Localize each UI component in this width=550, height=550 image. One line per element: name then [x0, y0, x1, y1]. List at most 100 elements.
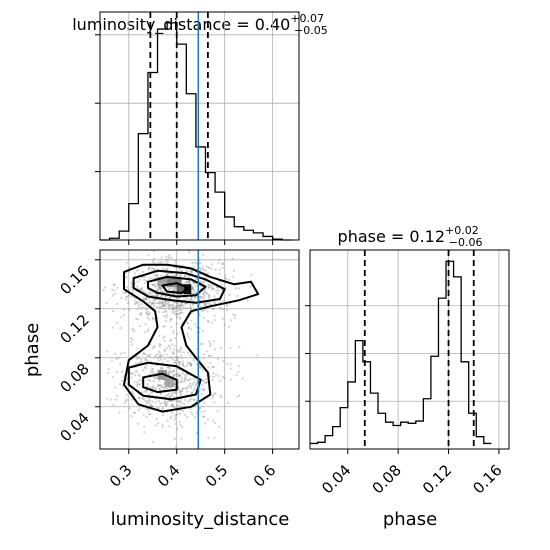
scatter-point [169, 396, 172, 399]
scatter-point [159, 352, 162, 355]
scatter-point [175, 315, 179, 319]
scatter-point [138, 382, 141, 386]
scatter-point [122, 291, 125, 294]
scatter-point [163, 339, 166, 342]
scatter-point [220, 396, 223, 399]
scatter-point [175, 322, 178, 325]
scatter-point [199, 262, 202, 265]
scatter-point [173, 370, 176, 373]
scatter-point [143, 278, 146, 281]
scatter-point [190, 384, 193, 387]
scatter-point [177, 387, 180, 390]
contour-level-5 [127, 361, 202, 401]
scatter-point [166, 400, 169, 403]
scatter-point [158, 310, 161, 313]
scatter-point [205, 381, 208, 384]
scatter-point [202, 290, 205, 294]
scatter-point [135, 269, 138, 272]
scatter-point [118, 411, 121, 414]
scatter-point [231, 275, 234, 278]
scatter-point [169, 356, 172, 359]
scatter-point [207, 296, 210, 300]
scatter-point [160, 287, 163, 290]
scatter-point [145, 312, 149, 315]
scatter-point [194, 383, 197, 386]
scatter-point [133, 381, 136, 384]
phase-ticks: 0.04 0.08 0.12 0.16 [318, 449, 506, 497]
scatter-point [154, 274, 158, 277]
scatter-point [187, 351, 190, 354]
contour-level-3 [147, 275, 207, 298]
scatter-point [143, 431, 146, 434]
scatter-point [114, 292, 117, 295]
scatter-point [166, 261, 169, 264]
scatter-point [129, 371, 132, 374]
scatter-point [137, 373, 140, 376]
scatter-point [211, 288, 214, 291]
scatter-point [127, 294, 130, 297]
scatter-point [164, 395, 168, 398]
scatter-point [186, 280, 189, 283]
scatter-point [137, 306, 140, 309]
scatter-point [159, 261, 162, 264]
scatter-point [174, 422, 177, 425]
scatter-point [165, 268, 168, 271]
scatter-point [189, 328, 192, 331]
scatter-point [158, 334, 161, 337]
scatter-point [107, 371, 110, 374]
scatter-point [176, 400, 179, 403]
scatter-point [134, 302, 137, 305]
scatter-point [183, 365, 186, 368]
scatter-point [204, 269, 207, 272]
scatter-point [173, 361, 176, 364]
scatter-point [218, 268, 221, 271]
x-tick-label: 0.6 [250, 461, 280, 491]
scatter-point [182, 363, 185, 366]
scatter-point [167, 392, 170, 395]
scatter-point [143, 352, 146, 355]
scatter-point [189, 382, 192, 385]
scatter-point [116, 370, 119, 373]
scatter-point [173, 287, 176, 290]
scatter-point [199, 343, 202, 346]
scatter-point [147, 328, 150, 331]
scatter-point [192, 291, 195, 294]
scatter-point [116, 302, 119, 305]
scatter-point [151, 284, 154, 287]
scatter-point [219, 394, 222, 397]
scatter-point [184, 376, 187, 379]
scatter-point [144, 323, 147, 326]
scatter-point [147, 267, 150, 270]
scatter-point [182, 380, 185, 383]
scatter-point [170, 404, 173, 407]
scatter-point [139, 313, 142, 316]
scatter-point [142, 413, 145, 416]
scatter-point [159, 306, 162, 309]
scatter-point [131, 372, 134, 375]
scatter-point [172, 352, 175, 355]
joint-scatter-points [102, 250, 259, 448]
scatter-point [202, 389, 205, 392]
scatter-point [156, 295, 159, 298]
scatter-point [147, 254, 150, 257]
scatter-point [179, 311, 182, 314]
scatter-point [208, 286, 211, 289]
scatter-point [250, 274, 253, 277]
scatter-point [207, 319, 210, 322]
scatter-point [185, 373, 188, 376]
scatter-point [144, 358, 147, 361]
scatter-point [211, 288, 214, 291]
scatter-point [155, 274, 159, 277]
scatter-point [190, 298, 193, 301]
scatter-point [213, 401, 216, 404]
scatter-point [192, 389, 195, 392]
scatter-point [166, 273, 170, 277]
scatter-point [184, 275, 187, 278]
scatter-point [167, 256, 170, 259]
scatter-point [130, 337, 133, 340]
scatter-point [228, 293, 231, 296]
scatter-point [159, 355, 163, 358]
scatter-point [170, 371, 173, 374]
scatter-point [192, 359, 195, 362]
scatter-point [129, 340, 132, 343]
